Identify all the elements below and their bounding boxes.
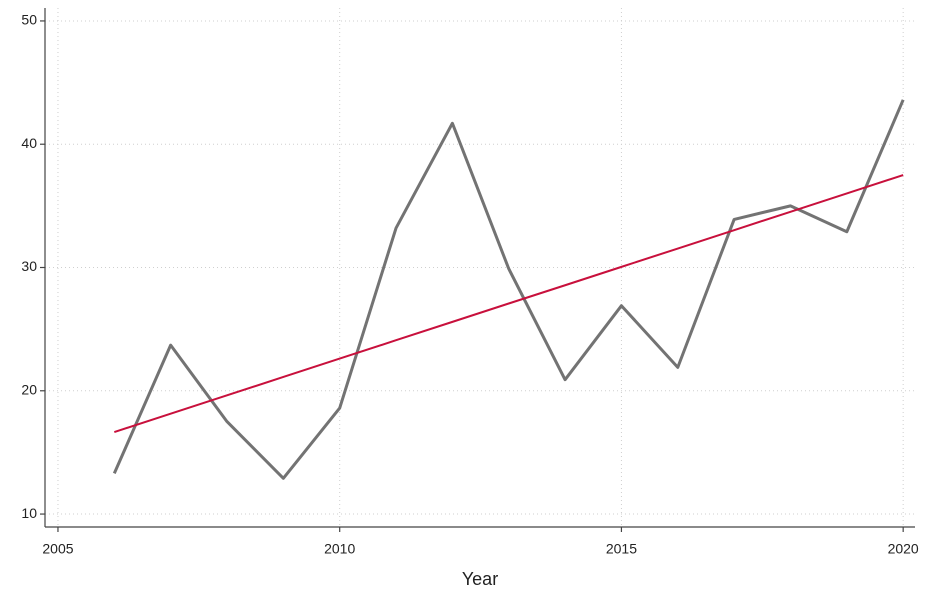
y-tick-label: 40 bbox=[21, 135, 37, 151]
y-tick-label: 50 bbox=[21, 12, 37, 28]
y-tick-label: 10 bbox=[21, 505, 37, 521]
x-tick-label: 2015 bbox=[606, 541, 637, 557]
y-tick-label: 30 bbox=[21, 258, 37, 274]
series-line bbox=[113, 174, 904, 434]
x-axis-label: Year bbox=[462, 569, 498, 589]
x-tick-label: 2005 bbox=[42, 541, 73, 557]
series-line bbox=[112, 99, 905, 480]
x-tick-label: 2020 bbox=[888, 541, 919, 557]
y-tick-label: 20 bbox=[21, 381, 37, 397]
x-tick-label: 2010 bbox=[324, 541, 355, 557]
